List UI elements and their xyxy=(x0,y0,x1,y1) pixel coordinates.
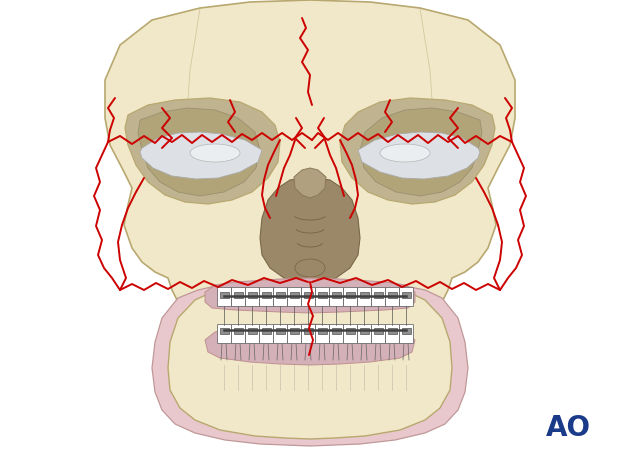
Bar xyxy=(374,328,383,334)
FancyBboxPatch shape xyxy=(273,325,288,343)
Polygon shape xyxy=(140,132,262,179)
Bar xyxy=(360,292,369,298)
FancyBboxPatch shape xyxy=(358,325,371,343)
FancyBboxPatch shape xyxy=(288,287,301,307)
Ellipse shape xyxy=(190,144,240,162)
Bar xyxy=(332,292,341,298)
Bar xyxy=(262,328,271,334)
FancyBboxPatch shape xyxy=(260,287,273,307)
FancyBboxPatch shape xyxy=(386,325,399,343)
Bar xyxy=(276,292,285,298)
FancyBboxPatch shape xyxy=(343,325,358,343)
FancyBboxPatch shape xyxy=(399,325,414,343)
FancyBboxPatch shape xyxy=(218,325,231,343)
FancyBboxPatch shape xyxy=(371,287,386,307)
Polygon shape xyxy=(260,177,360,284)
Bar xyxy=(388,328,397,334)
Polygon shape xyxy=(168,283,452,439)
Ellipse shape xyxy=(380,144,430,162)
Polygon shape xyxy=(205,278,415,313)
Bar xyxy=(402,292,411,298)
FancyBboxPatch shape xyxy=(358,287,371,307)
Bar xyxy=(220,328,229,334)
Bar xyxy=(248,328,257,334)
FancyBboxPatch shape xyxy=(316,287,329,307)
FancyBboxPatch shape xyxy=(231,287,246,307)
Bar xyxy=(304,292,313,298)
FancyBboxPatch shape xyxy=(288,325,301,343)
Bar xyxy=(248,292,257,298)
FancyBboxPatch shape xyxy=(218,287,231,307)
FancyBboxPatch shape xyxy=(371,325,386,343)
FancyBboxPatch shape xyxy=(329,325,343,343)
Polygon shape xyxy=(138,108,260,196)
Bar xyxy=(346,328,355,334)
Polygon shape xyxy=(152,279,468,446)
Polygon shape xyxy=(340,98,495,204)
FancyBboxPatch shape xyxy=(316,325,329,343)
Bar xyxy=(318,292,327,298)
FancyBboxPatch shape xyxy=(399,287,414,307)
Bar xyxy=(276,328,285,334)
Bar xyxy=(234,292,243,298)
Bar xyxy=(304,328,313,334)
FancyBboxPatch shape xyxy=(301,287,316,307)
FancyBboxPatch shape xyxy=(273,287,288,307)
FancyBboxPatch shape xyxy=(246,325,260,343)
Polygon shape xyxy=(125,98,280,204)
Bar xyxy=(346,292,355,298)
FancyBboxPatch shape xyxy=(260,325,273,343)
FancyBboxPatch shape xyxy=(343,287,358,307)
Polygon shape xyxy=(360,108,482,196)
Bar xyxy=(332,328,341,334)
Bar xyxy=(402,328,411,334)
Text: AO: AO xyxy=(546,414,590,442)
FancyBboxPatch shape xyxy=(329,287,343,307)
FancyBboxPatch shape xyxy=(246,287,260,307)
Polygon shape xyxy=(205,324,415,365)
Bar xyxy=(374,292,383,298)
Bar xyxy=(262,292,271,298)
FancyBboxPatch shape xyxy=(231,325,246,343)
Bar xyxy=(360,328,369,334)
Bar xyxy=(290,292,299,298)
Polygon shape xyxy=(358,132,480,179)
Bar xyxy=(318,328,327,334)
Bar xyxy=(290,328,299,334)
FancyBboxPatch shape xyxy=(386,287,399,307)
Polygon shape xyxy=(294,168,326,198)
Ellipse shape xyxy=(295,259,325,277)
Bar xyxy=(220,292,229,298)
Polygon shape xyxy=(105,0,515,439)
FancyBboxPatch shape xyxy=(301,325,316,343)
Bar xyxy=(234,328,243,334)
Bar xyxy=(388,292,397,298)
